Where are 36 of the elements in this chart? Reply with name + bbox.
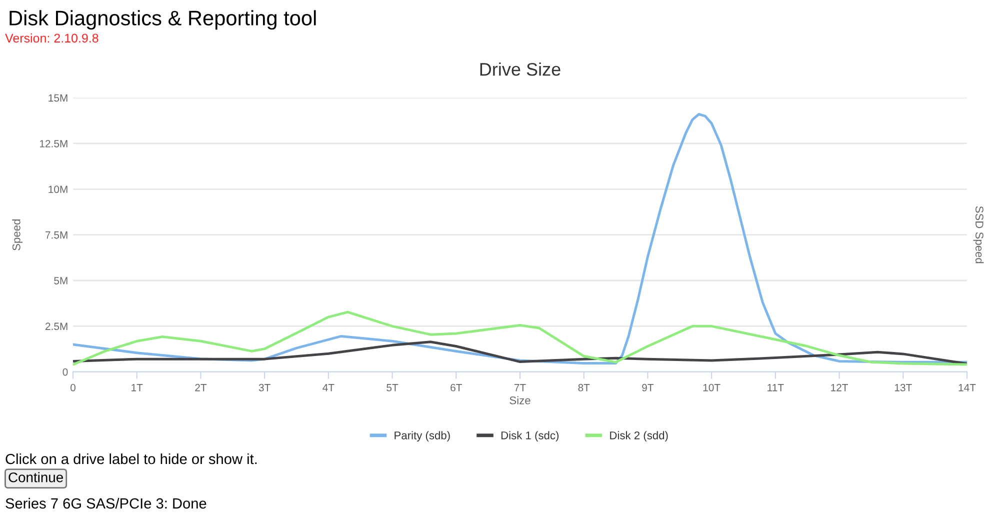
y-tick-label: 2.5M (46, 322, 68, 330)
legend-label: Disk 1 (sdc) (501, 431, 559, 442)
y2-axis-title: SSD Speed (973, 206, 984, 264)
text: Continue (8, 472, 63, 482)
y-tick-label: 12.5M (40, 140, 68, 148)
x-tick-label: 11T (768, 384, 784, 392)
y-tick-label: 0 (62, 368, 68, 376)
text: Series 7 6G SAS/PCIe 3: Done (6, 498, 206, 509)
legend-label: Parity (sdb) (394, 431, 450, 442)
y-tick-label: 5M (54, 277, 68, 284)
chart-title: Drive Size (480, 62, 560, 76)
text: Click on a drive label to hide or show it. (6, 453, 257, 464)
legend-label: Disk 2 (sdd) (610, 431, 668, 442)
x-axis-title: Size (510, 396, 530, 404)
x-tick-label: 8T (578, 384, 590, 392)
x-tick-label: 3T (258, 384, 270, 392)
x-tick-label: 2T (195, 384, 207, 392)
x-tick-label: 9T (642, 384, 654, 392)
y-tick-label: 15M (48, 94, 68, 102)
y-tick-label: 7.5M (46, 231, 68, 239)
x-tick-label: 13T (894, 384, 912, 392)
x-tick-label: 10T (703, 384, 720, 392)
x-tick-label: 7T (514, 384, 526, 392)
y-axis-title: Speed (12, 219, 23, 250)
y-tick-label: 10M (48, 186, 68, 194)
x-tick-label: 6T (450, 384, 462, 392)
x-tick-label: 12T (831, 384, 848, 392)
x-tick-label: 4T (322, 384, 334, 392)
text: Disk Diagnostics & Reporting tool (10, 10, 316, 30)
x-tick-label: 5T (386, 384, 398, 392)
line-series (73, 340, 967, 366)
line-series (73, 310, 967, 366)
x-tick-label: 1T (132, 384, 143, 392)
text: Version: 2.10.9.8 (5, 33, 98, 43)
x-tick-label: 14T (958, 384, 976, 392)
x-tick-label: 0 (70, 384, 76, 392)
